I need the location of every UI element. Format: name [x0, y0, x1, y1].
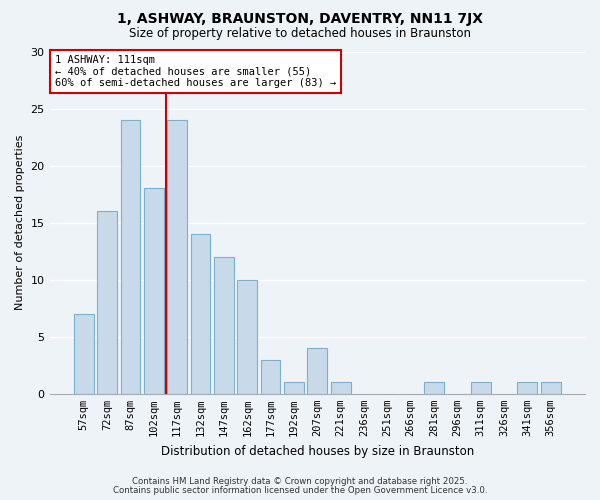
Y-axis label: Number of detached properties: Number of detached properties [15, 135, 25, 310]
Bar [284, 382, 304, 394]
Bar [424, 382, 444, 394]
Bar [238, 280, 257, 394]
Text: 1 ASHWAY: 111sqm
← 40% of detached houses are smaller (55)
60% of semi-detached : 1 ASHWAY: 111sqm ← 40% of detached house… [55, 55, 336, 88]
Bar [517, 382, 538, 394]
Text: Contains HM Land Registry data © Crown copyright and database right 2025.: Contains HM Land Registry data © Crown c… [132, 477, 468, 486]
Bar [97, 211, 117, 394]
Text: 1, ASHWAY, BRAUNSTON, DAVENTRY, NN11 7JX: 1, ASHWAY, BRAUNSTON, DAVENTRY, NN11 7JX [117, 12, 483, 26]
Bar [74, 314, 94, 394]
Bar [260, 360, 280, 394]
Bar [307, 348, 327, 394]
Bar [214, 257, 234, 394]
Bar [191, 234, 211, 394]
Bar [167, 120, 187, 394]
Bar [471, 382, 491, 394]
X-axis label: Distribution of detached houses by size in Braunston: Distribution of detached houses by size … [161, 444, 474, 458]
Bar [331, 382, 350, 394]
Text: Size of property relative to detached houses in Braunston: Size of property relative to detached ho… [129, 28, 471, 40]
Bar [144, 188, 164, 394]
Bar [121, 120, 140, 394]
Bar [541, 382, 560, 394]
Text: Contains public sector information licensed under the Open Government Licence v3: Contains public sector information licen… [113, 486, 487, 495]
